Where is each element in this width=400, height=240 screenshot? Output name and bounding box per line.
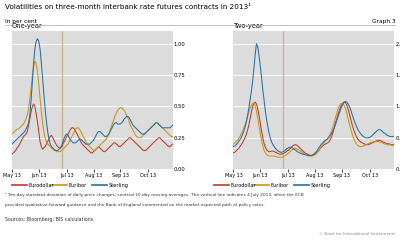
Text: Sterling: Sterling: [311, 183, 331, 188]
Text: provided qualitative forward guidance and the Bank of England commented on the m: provided qualitative forward guidance an…: [5, 203, 264, 207]
Text: Sources: Bloomberg; BIS calculations.: Sources: Bloomberg; BIS calculations.: [5, 217, 94, 222]
Text: Two-year: Two-year: [234, 23, 263, 29]
Text: Eurodollar: Eurodollar: [29, 183, 54, 188]
Text: In per cent: In per cent: [5, 19, 37, 24]
Text: Euribor: Euribor: [69, 183, 87, 188]
Text: Sterling: Sterling: [109, 183, 129, 188]
Text: ¹ Ten-day standard deviation of daily price changes; centred 10-day moving avera: ¹ Ten-day standard deviation of daily pr…: [5, 193, 304, 197]
Text: One-year: One-year: [12, 23, 43, 29]
Text: Eurodollar: Eurodollar: [231, 183, 256, 188]
Text: Euribor: Euribor: [271, 183, 289, 188]
Text: © Bank for International Settlements: © Bank for International Settlements: [319, 232, 395, 236]
Text: Volatilities on three-month interbank rate futures contracts in 2013¹: Volatilities on three-month interbank ra…: [5, 4, 251, 10]
Text: Graph 3: Graph 3: [372, 19, 395, 24]
